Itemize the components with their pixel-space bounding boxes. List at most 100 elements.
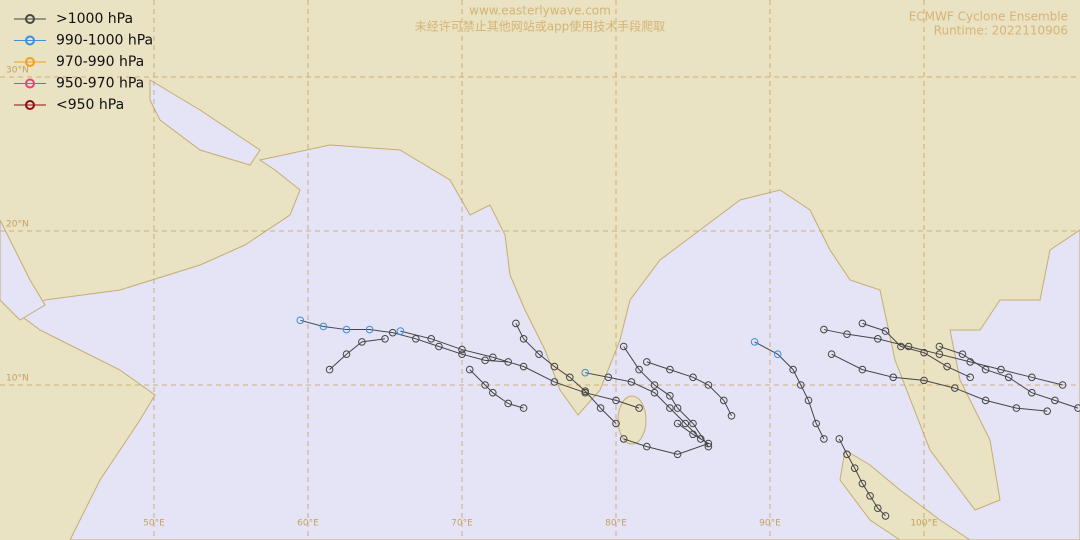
track-point xyxy=(874,335,882,343)
track-point xyxy=(489,388,497,397)
legend-marker xyxy=(25,35,35,46)
watermark-url: www.easterlywave.com xyxy=(469,4,611,18)
track-point xyxy=(789,365,797,374)
track-point xyxy=(797,381,805,389)
track-point xyxy=(820,435,828,443)
track-point xyxy=(773,350,782,359)
track-line xyxy=(400,330,640,409)
track-point xyxy=(666,404,674,412)
track-point xyxy=(666,365,674,374)
lon-label: 60°E xyxy=(297,519,319,529)
legend-label: >1000 hPa xyxy=(56,11,133,27)
track-point xyxy=(481,381,489,389)
track-point xyxy=(720,396,728,405)
lat-label: 20°N xyxy=(6,220,29,230)
track-point xyxy=(981,396,990,405)
track-point xyxy=(943,362,951,371)
track-point xyxy=(342,350,351,359)
persian-gulf xyxy=(149,79,261,166)
track-line xyxy=(623,346,709,447)
track-point xyxy=(843,330,851,338)
track-point xyxy=(412,335,420,343)
track-point xyxy=(920,376,928,385)
track-point xyxy=(612,396,620,405)
track-point xyxy=(681,419,690,428)
track-point xyxy=(843,450,851,459)
track-point xyxy=(1028,373,1036,382)
track-point xyxy=(1028,388,1036,397)
track-point xyxy=(935,350,944,359)
track-point xyxy=(866,492,874,500)
track-line xyxy=(754,341,825,440)
track-point xyxy=(635,365,643,374)
lon-label: 90°E xyxy=(759,519,781,529)
track-line xyxy=(646,361,732,417)
track-point xyxy=(673,450,682,459)
track-point xyxy=(1012,404,1021,412)
track-point xyxy=(1058,381,1067,389)
track-point xyxy=(858,479,867,488)
track-point xyxy=(596,404,605,412)
track-point xyxy=(604,373,613,382)
red-sea xyxy=(0,219,46,321)
track-line xyxy=(585,372,702,440)
track-line xyxy=(862,322,971,378)
track-point xyxy=(342,325,351,334)
legend-marker xyxy=(25,78,35,89)
watermark-notice: 未经许可禁止其他网站或app使用技术手段爬取 xyxy=(415,19,666,34)
sri-lanka xyxy=(617,395,647,445)
track-point xyxy=(458,345,466,354)
track-point xyxy=(519,362,528,371)
track-point xyxy=(666,391,674,400)
track-point xyxy=(512,319,520,328)
track-point xyxy=(396,327,405,335)
track-point xyxy=(635,404,643,412)
track-point xyxy=(673,419,682,428)
track-point xyxy=(689,430,697,439)
track-point xyxy=(650,388,659,397)
track-point xyxy=(850,464,859,472)
track-point xyxy=(704,381,713,389)
track-point xyxy=(550,378,559,386)
track-point xyxy=(358,338,366,346)
track-point xyxy=(519,404,528,412)
track-point xyxy=(581,387,590,395)
track-line xyxy=(469,369,524,409)
track-point xyxy=(296,316,305,325)
track-line xyxy=(838,438,886,517)
track-point xyxy=(804,396,813,405)
legend-marker xyxy=(25,14,35,24)
track-point xyxy=(381,335,389,343)
track-point xyxy=(325,365,334,374)
legend-label: 990-1000 hPa xyxy=(56,33,153,49)
track-point xyxy=(1051,396,1059,405)
lon-label: 50°E xyxy=(143,519,165,529)
track-point xyxy=(874,504,882,513)
track-point xyxy=(951,384,959,392)
track-point xyxy=(920,348,928,357)
legend-label: 970-990 hPa xyxy=(56,54,144,70)
track-point xyxy=(643,442,651,451)
track-point xyxy=(619,342,628,351)
title: ECMWF Cyclone Ensemble xyxy=(909,10,1068,24)
track-point xyxy=(566,373,574,382)
track-point xyxy=(727,412,736,420)
track-point xyxy=(1004,373,1013,382)
track-point xyxy=(619,435,628,443)
track-point xyxy=(897,342,905,351)
legend-marker xyxy=(25,100,35,110)
track-point xyxy=(673,404,682,412)
track-point xyxy=(519,335,528,343)
legend: >1000 hPa 990-1000 hPa 970-990 hPa 950-970 … xyxy=(14,11,153,113)
track-point xyxy=(889,373,898,382)
track-point xyxy=(489,353,497,362)
track-point xyxy=(958,350,967,359)
lon-label: 80°E xyxy=(605,519,627,529)
track-point xyxy=(881,512,890,520)
legend-label: 950-970 hPa xyxy=(56,76,144,92)
track-point xyxy=(997,365,1005,374)
track-point xyxy=(904,342,913,351)
track-point xyxy=(981,365,990,374)
